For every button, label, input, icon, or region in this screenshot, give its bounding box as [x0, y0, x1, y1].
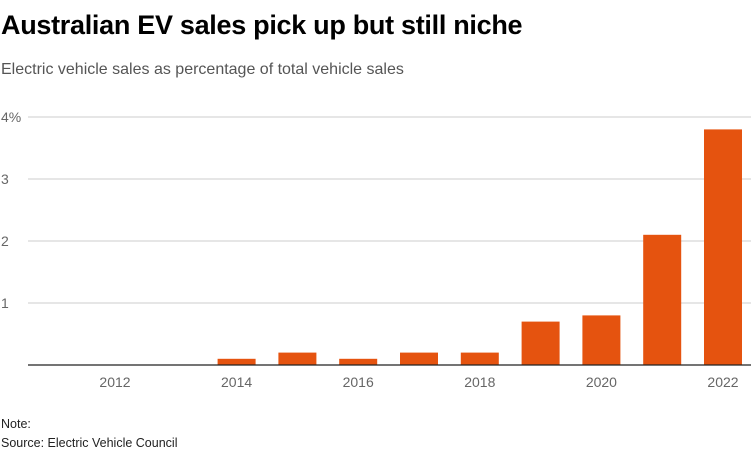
- bar: [460, 352, 499, 365]
- x-tick-label: 2016: [343, 374, 374, 390]
- y-tick-label: 2: [1, 233, 9, 249]
- chart-title: Australian EV sales pick up but still ni…: [1, 10, 523, 40]
- chart-subtitle: Electric vehicle sales as percentage of …: [1, 61, 404, 78]
- y-tick-label: 4%: [1, 109, 21, 125]
- x-tick-label: 2014: [221, 374, 252, 390]
- source-note: Source: Electric Vehicle Council: [1, 436, 178, 450]
- y-tick-label: 1: [1, 295, 9, 311]
- footnote: Note:: [1, 417, 31, 431]
- y-tick-label: 3: [1, 171, 9, 187]
- bar: [400, 352, 438, 365]
- x-tick-label: 2018: [464, 374, 495, 390]
- x-tick-label: 2012: [99, 374, 130, 390]
- bar: [521, 321, 560, 365]
- x-tick-label: 2022: [707, 374, 738, 390]
- x-tick-label: 2020: [586, 374, 617, 390]
- bar: [704, 129, 742, 365]
- bar: [278, 352, 317, 365]
- bar: [643, 234, 682, 365]
- bar: [582, 315, 621, 365]
- bar: [217, 358, 256, 365]
- bar: [339, 358, 378, 365]
